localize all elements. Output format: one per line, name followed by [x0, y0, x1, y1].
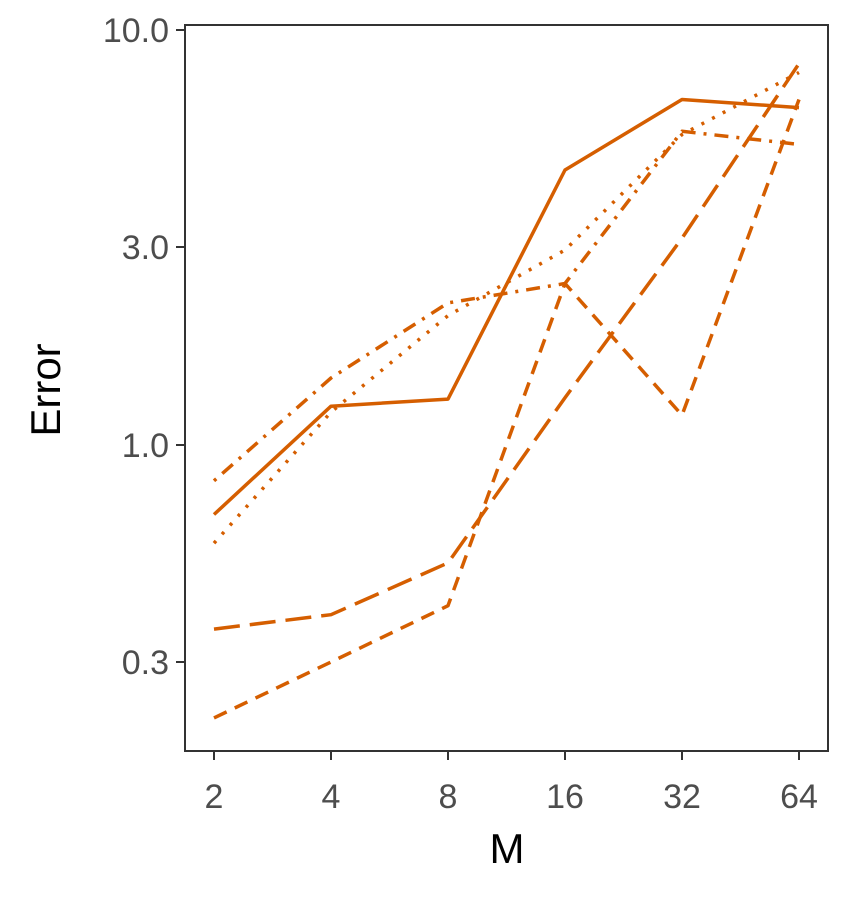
y-tick-label: 10.0 [103, 12, 169, 50]
y-axis-title: Error [22, 343, 69, 436]
x-tick-label: 2 [205, 778, 224, 816]
series-line-dashed [213, 98, 801, 720]
series-layer [212, 62, 801, 720]
y-tick-label: 0.3 [122, 644, 169, 682]
series-line-dotted [212, 70, 800, 545]
x-axis-title: M [490, 825, 525, 872]
y-axis: 0.3 1.0 3.0 10.0 [103, 12, 185, 682]
series-line-solid [212, 97, 800, 516]
y-tick-label: 3.0 [122, 229, 169, 267]
y-tick-label: 1.0 [122, 427, 169, 465]
x-tick-label: 16 [546, 778, 584, 816]
series-line-dotdash [212, 129, 800, 483]
x-tick-label: 4 [322, 778, 341, 816]
series-line-longdash [213, 62, 801, 631]
x-tick-label: 32 [663, 778, 701, 816]
x-tick-label: 8 [439, 778, 458, 816]
x-tick-label: 64 [780, 778, 818, 816]
plot-panel [184, 24, 829, 752]
x-axis: 2 4 8 16 32 64 [205, 751, 818, 816]
